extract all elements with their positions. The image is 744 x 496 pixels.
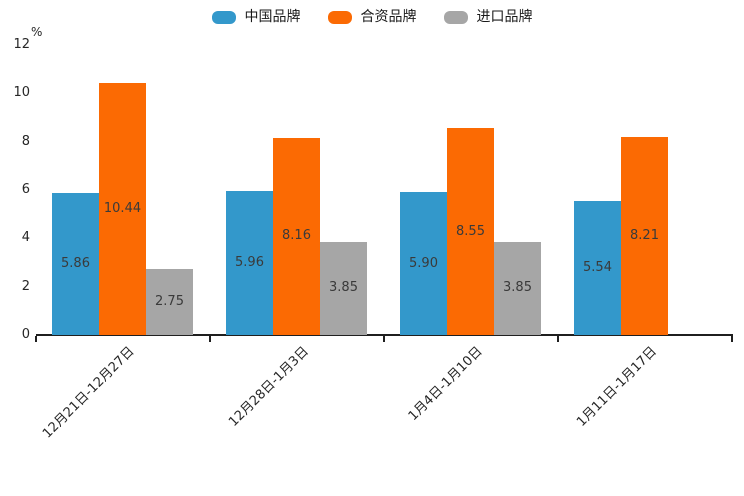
- bar-进口品牌: [494, 241, 541, 335]
- y-tick-label: 6: [21, 182, 30, 197]
- bar-合资品牌: [99, 82, 146, 335]
- legend-label: 进口品牌: [476, 9, 533, 25]
- bar-value-label: 8.55: [456, 223, 485, 239]
- y-axis-unit-label: %: [31, 25, 43, 39]
- legend-label: 合资品牌: [360, 9, 417, 25]
- legend-item: 中国品牌: [211, 9, 301, 25]
- bar-中国品牌: [52, 193, 99, 335]
- bar-value-label: 2.75: [155, 293, 184, 309]
- bar-value-label: 3.85: [503, 280, 532, 296]
- y-tick-label: 10: [13, 85, 30, 101]
- bar-value-label: 5.54: [583, 260, 612, 276]
- bar-value-label: 3.85: [329, 280, 358, 296]
- bar-进口品牌: [146, 268, 193, 335]
- bar-value-label: 5.86: [61, 256, 90, 272]
- y-tick-label: 0: [21, 327, 30, 342]
- bar-value-label: 5.90: [409, 255, 438, 271]
- x-tick-label: 12月21日-12月27日: [40, 344, 138, 442]
- bar-value-label: 8.16: [282, 228, 311, 244]
- bar-合资品牌: [447, 128, 494, 335]
- chart-legend: 中国品牌 合资品牌 进口品牌: [0, 9, 744, 25]
- legend-swatch-中国品牌: [211, 10, 236, 24]
- bar-中国品牌: [400, 192, 447, 335]
- y-tick-label: 12: [13, 37, 30, 52]
- bar-value-label: 8.21: [630, 227, 659, 243]
- bar-value-label: 5.96: [235, 254, 264, 270]
- legend-item: 合资品牌: [327, 9, 417, 25]
- y-tick-label: 8: [21, 133, 30, 149]
- x-axis-line: [36, 334, 733, 336]
- x-tick-mark: [557, 336, 559, 342]
- x-tick-mark: [209, 336, 211, 342]
- y-tick-label: 4: [21, 230, 30, 246]
- y-tick-label: 2: [21, 278, 30, 294]
- bar-合资品牌: [273, 137, 320, 335]
- x-tick-mark: [35, 336, 37, 342]
- x-tick-mark: [731, 336, 733, 342]
- x-tick-mark: [383, 336, 385, 342]
- legend-swatch-进口品牌: [443, 10, 468, 24]
- bar-中国品牌: [574, 201, 621, 335]
- legend-swatch-合资品牌: [327, 10, 352, 24]
- bar-进口品牌: [320, 241, 367, 335]
- legend-item: 进口品牌: [443, 9, 533, 25]
- legend-label: 中国品牌: [244, 9, 301, 25]
- bar-合资品牌: [621, 136, 668, 335]
- bar-中国品牌: [226, 190, 273, 335]
- x-tick-label: 1月4日-1月10日: [405, 344, 486, 424]
- bar-value-label: 10.44: [103, 200, 142, 216]
- x-tick-label: 1月11日-1月17日: [573, 344, 660, 430]
- x-tick-label: 12月28日-1月3日: [225, 344, 312, 430]
